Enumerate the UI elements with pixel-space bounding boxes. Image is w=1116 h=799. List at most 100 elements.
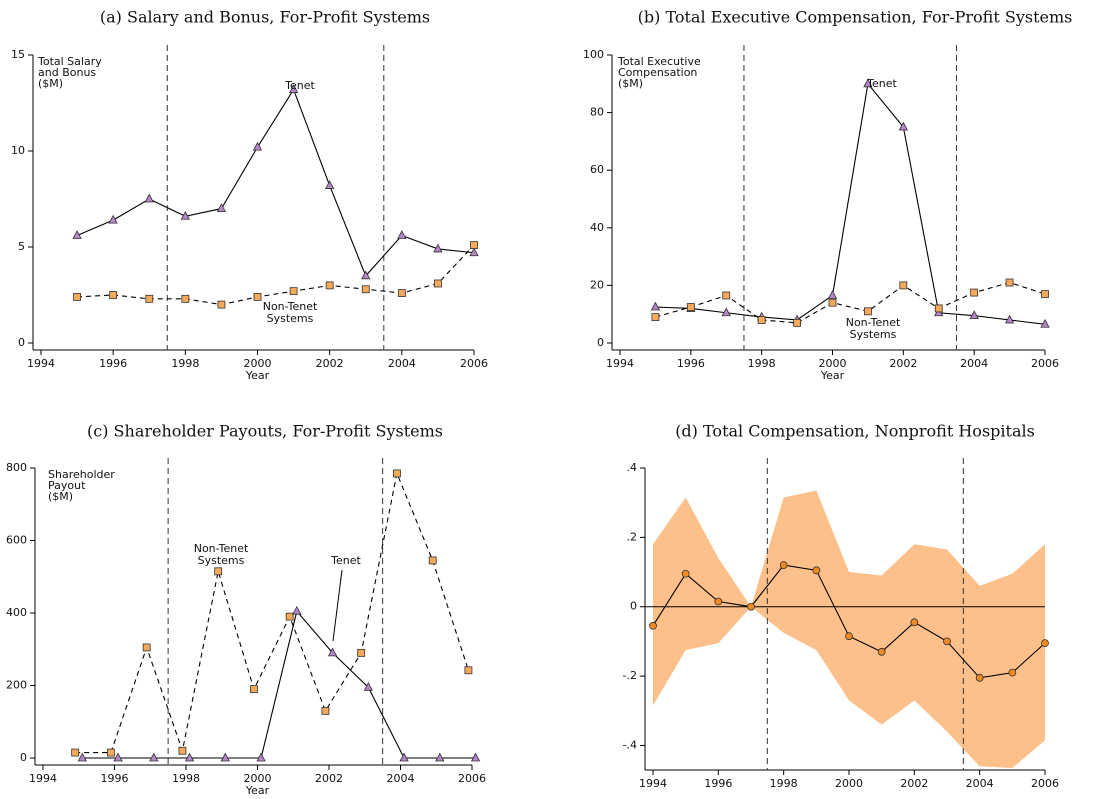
marker <box>220 752 230 762</box>
y-tick-label: 40 <box>590 221 604 234</box>
marker <box>1041 639 1049 648</box>
marker <box>216 203 227 213</box>
marker <box>649 621 657 630</box>
x-tick-label: 2002 <box>900 777 928 790</box>
marker <box>361 270 371 280</box>
marker <box>250 685 258 694</box>
x-axis-label: Year <box>820 369 845 382</box>
marker <box>71 748 80 757</box>
marker <box>214 567 223 576</box>
y-axis-label: Total Salary <box>37 55 102 68</box>
x-tick-label: 1994 <box>27 357 55 370</box>
marker <box>113 752 123 762</box>
marker <box>470 241 478 249</box>
x-tick-label: 1996 <box>677 357 705 370</box>
marker <box>828 298 837 307</box>
x-tick-label: 2006 <box>458 772 486 785</box>
series-line <box>75 471 469 754</box>
marker <box>253 293 262 301</box>
y-axis-label: and Bonus <box>38 66 96 79</box>
x-tick-label: 2000 <box>244 357 272 370</box>
marker <box>109 291 118 299</box>
y-tick-label: .4 <box>627 461 638 474</box>
annotation: Tenet <box>284 79 315 92</box>
marker <box>969 310 979 320</box>
x-tick-label: 1994 <box>29 772 57 785</box>
marker <box>180 210 190 220</box>
x-axis-label: Year <box>245 784 270 797</box>
annotation: Systems <box>267 312 314 325</box>
marker <box>747 602 755 611</box>
marker <box>651 313 660 321</box>
marker <box>321 706 330 715</box>
marker <box>327 647 338 657</box>
x-tick-label: 2004 <box>966 777 994 790</box>
series-line <box>655 281 1046 324</box>
marker <box>863 78 873 88</box>
x-tick-label: 2002 <box>889 357 917 370</box>
marker <box>252 141 263 151</box>
x-tick-label: 1994 <box>639 777 667 790</box>
x-tick-label: 2004 <box>387 772 415 785</box>
panel-title: (d) Total Compensation, Nonprofit Hospit… <box>675 422 1035 441</box>
marker <box>73 293 81 301</box>
x-tick-label: 2006 <box>1031 357 1059 370</box>
series-line <box>655 82 1046 325</box>
marker <box>864 307 872 316</box>
y-tick-label: 200 <box>6 679 27 692</box>
y-axis-label: ($M) <box>48 490 73 503</box>
x-tick-label: 1996 <box>101 772 129 785</box>
marker <box>899 281 908 290</box>
x-tick-label: 2006 <box>1031 777 1059 790</box>
marker <box>934 304 943 313</box>
y-tick-label: .2 <box>627 530 638 543</box>
marker <box>877 647 886 656</box>
y-tick-label: 80 <box>590 106 604 119</box>
annotation-pointer <box>332 569 343 642</box>
marker <box>108 214 118 224</box>
series-line <box>82 610 476 759</box>
marker <box>812 566 821 575</box>
marker <box>1008 668 1017 677</box>
x-tick-label: 2000 <box>244 772 272 785</box>
marker <box>1041 290 1049 298</box>
marker <box>1005 278 1014 287</box>
marker <box>181 294 190 303</box>
marker <box>1040 318 1050 328</box>
marker <box>721 307 731 317</box>
marker <box>397 289 406 297</box>
x-tick-label: 2000 <box>835 777 863 790</box>
x-tick-label: 2004 <box>960 357 988 370</box>
x-tick-label: 2006 <box>460 357 488 370</box>
y-tick-label: 400 <box>6 606 27 619</box>
x-tick-label: 2002 <box>315 772 343 785</box>
annotation: Non-Tenet <box>846 316 901 329</box>
marker <box>178 746 187 755</box>
marker <box>470 752 481 762</box>
marker <box>464 666 473 675</box>
annotation: Tenet <box>330 554 361 567</box>
panel-title: (a) Salary and Bonus, For-Profit Systems <box>100 8 430 27</box>
marker <box>142 643 151 652</box>
marker <box>184 752 195 762</box>
marker <box>145 294 154 303</box>
marker <box>77 752 87 762</box>
y-tick-label: 800 <box>6 461 27 474</box>
x-tick-label: 2002 <box>316 357 344 370</box>
marker <box>397 230 407 239</box>
annotation: Systems <box>198 554 245 567</box>
marker <box>757 316 766 324</box>
x-tick-label: 1998 <box>748 357 776 370</box>
confidence-band <box>653 490 1045 768</box>
marker <box>943 637 951 646</box>
marker <box>650 301 661 311</box>
y-tick-label: 0 <box>18 336 25 349</box>
marker <box>357 648 366 657</box>
x-tick-label: 1998 <box>171 357 199 370</box>
marker <box>399 752 409 762</box>
x-tick-label: 1996 <box>704 777 732 790</box>
marker <box>393 469 401 478</box>
annotation: Tenet <box>866 77 897 90</box>
y-tick-label: 600 <box>6 534 27 547</box>
